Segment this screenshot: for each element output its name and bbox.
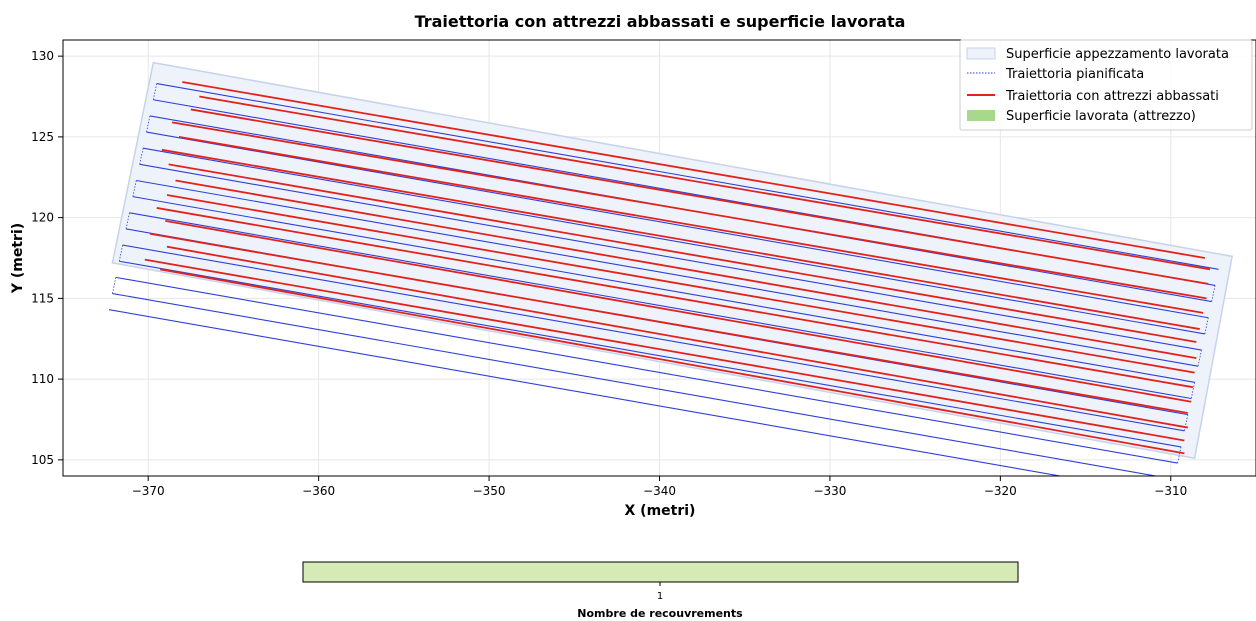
y-tick-label: 120 [31, 211, 54, 225]
legend: Superficie appezzamento lavorata Traiett… [959, 39, 1253, 131]
legend-swatch-worked-area [967, 110, 995, 121]
lowered-row-11 [165, 219, 1192, 403]
lowered-row-3 [190, 108, 1209, 285]
legend-label-worked-area: Superficie lavorata (attrezzo) [1006, 109, 1196, 124]
planned-row-11 [122, 244, 1185, 432]
colorbar: 1 Nombre de recouvrements [302, 561, 1019, 620]
colorbar-label: Nombre de recouvrements [577, 607, 743, 620]
planned-row-6 [139, 163, 1202, 351]
planned-row-12 [119, 260, 1182, 448]
legend-label-lowered: Traiettoria con attrezzi abbassati [1005, 89, 1219, 104]
lowered-row-14 [144, 258, 1185, 442]
x-tick-label: −310 [1154, 484, 1187, 498]
y-axis-ticks: 105 110 115 120 125 130 [31, 49, 63, 467]
planned-turn-13 [112, 277, 117, 294]
planned-row-5 [143, 147, 1205, 335]
planned-row-14 [112, 292, 1159, 476]
y-tick-label: 130 [31, 49, 54, 63]
planned-row-15 [108, 309, 1064, 476]
lowered-row-7 [168, 163, 1197, 343]
lowered-row-4 [171, 121, 1207, 300]
x-tick-label: −370 [132, 484, 165, 498]
planned-row-9 [129, 212, 1192, 400]
planned-row-1 [156, 83, 1219, 270]
x-tick-label: −340 [643, 484, 676, 498]
x-tick-label: −320 [984, 484, 1017, 498]
legend-swatch-field [966, 47, 996, 60]
colorbar-bar [302, 561, 1019, 583]
y-tick-label: 105 [31, 453, 54, 467]
legend-label-field: Superficie appezzamento lavorata [1006, 47, 1229, 62]
lowered-row-13 [166, 245, 1188, 429]
y-tick-label: 115 [31, 291, 54, 305]
y-axis-label: Y (metri) [10, 223, 26, 294]
lowered-row-1 [182, 81, 1206, 259]
x-tick-label: −360 [302, 484, 335, 498]
legend-box [959, 39, 1253, 131]
legend-label-planned: Traiettoria pianificata [1005, 67, 1144, 82]
lowered-row-2 [199, 95, 1211, 271]
x-tick-label: −330 [813, 484, 846, 498]
lowered-row-6 [161, 148, 1200, 330]
y-tick-label: 125 [31, 130, 54, 144]
lowered-row-15 [159, 268, 1185, 455]
planned-row-4 [146, 131, 1209, 319]
planned-row-8 [132, 196, 1195, 383]
lowered-row-5 [178, 136, 1204, 314]
y-tick-label: 110 [31, 372, 54, 386]
x-tick-label: −350 [473, 484, 506, 498]
lowered-row-12 [149, 232, 1188, 414]
chart-title: Traiettoria con attrezzi abbassati e sup… [415, 12, 906, 31]
x-axis-label: X (metri) [625, 503, 696, 519]
x-axis-ticks: −370 −360 −350 −340 −330 −320 −310 [132, 476, 1187, 498]
lowered-row-10 [156, 207, 1194, 389]
planned-row-7 [136, 179, 1199, 367]
planned-row-13 [115, 276, 1178, 464]
lowered-row-8 [175, 179, 1197, 360]
lowered-row-9 [166, 194, 1195, 374]
lowered-trajectory-layer [144, 81, 1211, 455]
colorbar-tick-label: 1 [657, 591, 663, 602]
